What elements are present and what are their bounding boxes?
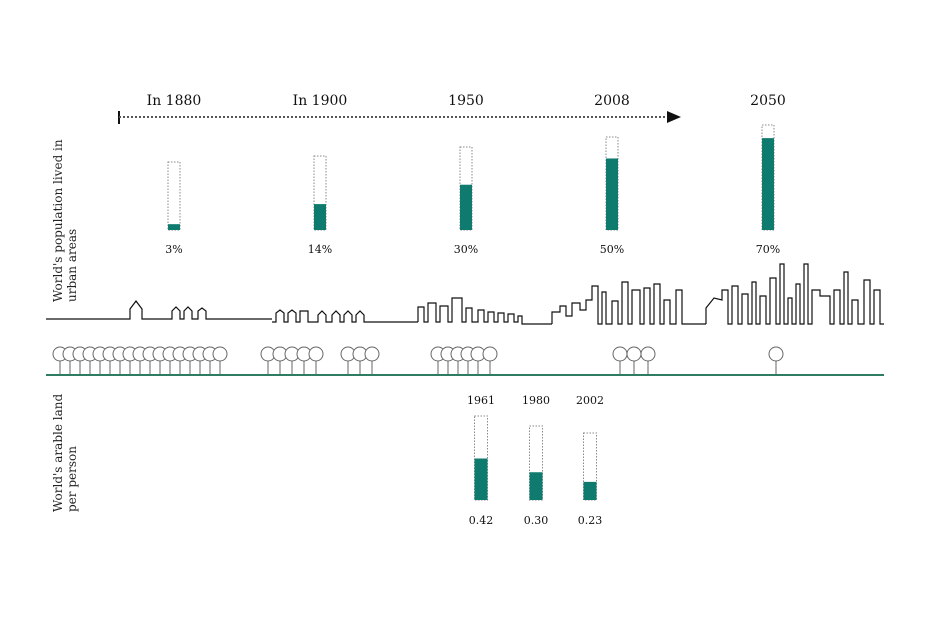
data-label: 70% [756, 243, 780, 256]
data-label: 0.30 [524, 514, 549, 527]
tree-icon [340, 346, 356, 374]
ylabel-line: World's population lived in [51, 139, 65, 302]
arable-value-labels: 0.42 0.30 0.23 [469, 514, 603, 527]
arable-axis-label: World's arable land per person [51, 394, 79, 512]
bar-frame [167, 161, 181, 231]
tree-icon [272, 346, 288, 374]
urban-value-labels: 3% 14% 30% 50% 70% [165, 243, 780, 256]
bar [460, 184, 472, 230]
tree-icon [768, 346, 784, 374]
tick-label: 1961 [467, 394, 495, 407]
bar [314, 204, 326, 230]
data-label: 3% [165, 243, 182, 256]
data-label: 50% [600, 243, 624, 256]
tree-row [52, 346, 784, 374]
tree-icon [308, 346, 324, 374]
data-label: 30% [454, 243, 478, 256]
bar [762, 138, 774, 230]
tree-icon [640, 346, 656, 374]
arable-year-labels: 1961 1980 2002 [467, 394, 604, 407]
tick-label: 2002 [576, 394, 604, 407]
urban-population-bars [167, 124, 775, 231]
tree-icon [364, 346, 380, 374]
city-skyline-icon [46, 263, 884, 325]
timeline-arrow [118, 111, 681, 124]
data-label: 0.23 [578, 514, 603, 527]
bar-frame [313, 155, 327, 231]
data-label: 0.42 [469, 514, 494, 527]
data-label: 14% [308, 243, 332, 256]
tree-icon [212, 346, 228, 374]
tree-icon [470, 346, 486, 374]
bar [474, 458, 488, 500]
urban-axis-label: World's population lived in urban areas [51, 139, 79, 302]
tick-label: 1980 [522, 394, 550, 407]
arrow-right-icon [667, 111, 681, 123]
tick-label: 2050 [750, 93, 786, 109]
bar [529, 472, 543, 500]
tree-icon [626, 346, 642, 374]
top-year-labels: In 1880 In 1900 1950 2008 2050 [147, 93, 786, 109]
tree-icon [260, 346, 276, 374]
ylabel-line: urban areas [65, 229, 79, 302]
tree-icon [296, 346, 312, 374]
tree-icon [284, 346, 300, 374]
tree-icon [612, 346, 628, 374]
arable-land-bars [474, 415, 597, 501]
bar [168, 224, 180, 230]
tick-label: 1950 [448, 93, 484, 109]
tree-icon [352, 346, 368, 374]
tick-label: 2008 [594, 93, 630, 109]
bar [583, 481, 597, 500]
ylabel-line: per person [65, 446, 79, 512]
bar-frame [583, 432, 597, 501]
ylabel-line: World's arable land [51, 394, 65, 512]
tick-label: In 1900 [293, 93, 348, 109]
tree-icon [482, 346, 498, 374]
tick-label: In 1880 [147, 93, 202, 109]
bar [606, 158, 618, 230]
